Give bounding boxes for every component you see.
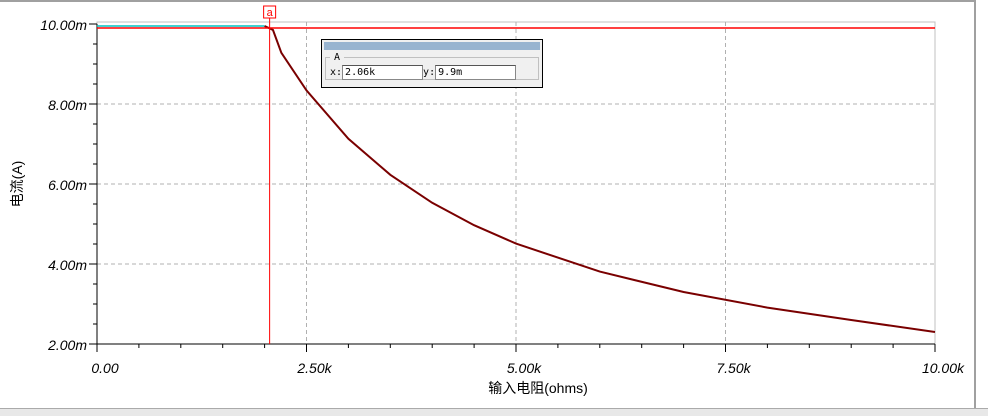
cursor-label: a [267,7,274,19]
y-label: y: [423,67,436,78]
x-tick-label: 7.50k [716,360,751,376]
bottom-tab-strip [0,408,988,416]
y-tick-label: 8.00m [48,97,87,113]
x-tick-label: 2.50k [296,360,332,376]
y-tick-label: 10.00m [40,17,87,33]
cursor-group-title: A [334,52,341,63]
x-label: x: [330,67,343,78]
cursor-marker[interactable] [263,5,277,19]
cursor-group: A x: y: [325,52,539,80]
x-axis-label: 输入电阻(ohms) [488,380,588,396]
cursor-box-titlebar[interactable] [324,42,540,50]
x-tick-label: 0.00 [91,360,118,376]
y-axis-label: 电流(A) [9,161,25,208]
x-value-field[interactable] [342,65,424,80]
y-tick-label: 6.00m [48,177,87,193]
x-tick-label: 10.00k [922,360,965,376]
series-line [264,25,936,333]
y-tick-label: 2.00m [47,337,87,353]
plot-window [0,0,976,410]
y-value-field[interactable] [435,65,517,80]
x-tick-label: 5.00k [507,360,542,376]
y-tick-label: 4.00m [48,257,87,273]
cursor-readout-box[interactable]: A x: y: [321,39,543,88]
